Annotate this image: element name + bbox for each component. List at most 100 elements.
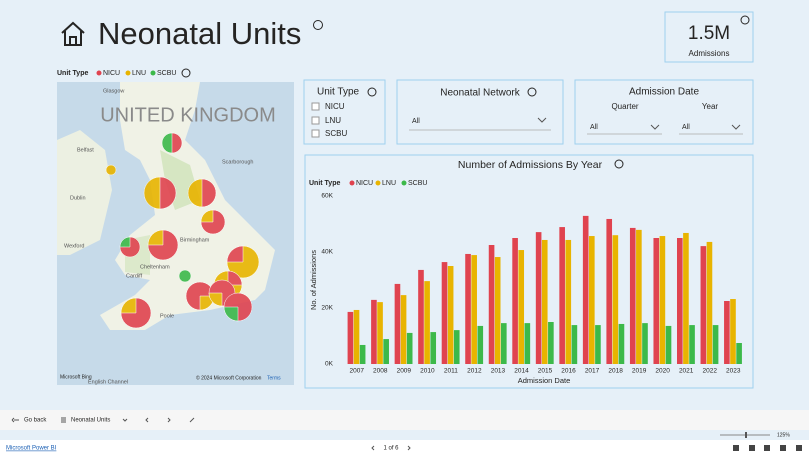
place: Dublin — [70, 195, 86, 201]
pie-slice — [227, 270, 243, 286]
bar — [724, 301, 730, 364]
bar — [700, 246, 707, 364]
legend-label: LNU — [132, 70, 146, 77]
linkedin-icon[interactable] — [764, 445, 770, 451]
bar — [400, 295, 407, 364]
slicer-title: Admission Date — [629, 87, 699, 98]
dropdown-value[interactable]: All — [590, 124, 598, 131]
ireland — [57, 130, 112, 255]
kpi-label: Admissions — [689, 49, 730, 58]
place: Wexford — [64, 243, 84, 249]
brand-link[interactable]: Microsoft Power BI — [6, 446, 57, 452]
chevron — [731, 124, 741, 130]
bar — [524, 323, 531, 364]
pie-slice — [208, 292, 223, 307]
bar — [582, 215, 589, 364]
place: Poole — [160, 313, 174, 319]
slicer — [396, 79, 564, 145]
facebook-icon[interactable] — [733, 445, 739, 451]
dropdown[interactable]: All — [587, 124, 662, 135]
dropdown[interactable]: All — [409, 117, 551, 131]
checkbox[interactable] — [311, 102, 320, 111]
checkbox[interactable] — [311, 116, 320, 125]
slicer-option[interactable]: NICU — [325, 102, 345, 111]
slicer-option[interactable]: SCBU — [325, 129, 347, 138]
bar — [441, 262, 448, 364]
legend-dot — [150, 70, 156, 76]
legend-title: Unit Type — [309, 180, 340, 187]
bar — [377, 302, 383, 364]
chevron — [650, 124, 660, 130]
dropdown-value[interactable]: All — [412, 118, 420, 125]
unit-pies — [105, 132, 260, 329]
x-tick-label: 2019 — [632, 368, 647, 375]
info-icon[interactable] — [367, 87, 377, 97]
bar — [653, 238, 660, 364]
bar — [541, 239, 548, 364]
x-tick-label: 2021 — [679, 368, 694, 375]
legend-label: SCBU — [157, 70, 176, 77]
twitter-icon[interactable] — [749, 445, 755, 451]
email-icon[interactable] — [780, 445, 786, 451]
place: Cardiff — [126, 273, 143, 279]
pie-slice — [119, 236, 131, 248]
x-tick-label: 2016 — [561, 368, 576, 375]
info-icon[interactable] — [740, 15, 750, 25]
bar — [565, 239, 572, 364]
info-icon[interactable] — [313, 20, 323, 30]
bar — [571, 325, 578, 364]
dropdown-value[interactable]: All — [682, 124, 690, 131]
bar — [659, 236, 666, 364]
bar — [447, 266, 454, 364]
back-button[interactable]: Go back — [24, 418, 47, 424]
nav-arrows[interactable] — [145, 417, 171, 423]
place: Scarborough — [222, 159, 254, 165]
legend-title: Unit Type — [57, 70, 88, 77]
info-icon[interactable] — [527, 87, 537, 97]
share-icons[interactable] — [733, 445, 802, 451]
home-icon[interactable] — [61, 21, 85, 46]
toolbar — [0, 410, 809, 430]
slicer — [574, 79, 754, 145]
x-tick-label: 2007 — [350, 368, 365, 375]
pie-slice — [159, 176, 177, 210]
x-tick-label: 2012 — [467, 368, 482, 375]
fullscreen-icon[interactable] — [796, 445, 802, 451]
legend-dot — [125, 70, 131, 76]
slicer-label: Year — [702, 102, 719, 111]
expand-icon[interactable] — [189, 417, 195, 423]
dropdown[interactable]: All — [679, 124, 743, 135]
bar — [612, 235, 619, 364]
map-terms[interactable]: Terms — [267, 375, 281, 381]
info-icon[interactable] — [181, 68, 191, 78]
kpi-value: 1.5M — [688, 23, 730, 44]
legend-dot — [96, 70, 102, 76]
chart-title: Number of Admissions By Year — [458, 159, 603, 171]
x-tick-label: 2011 — [444, 368, 458, 375]
pie[interactable] — [178, 269, 192, 283]
pie[interactable] — [105, 164, 117, 176]
bar — [683, 232, 689, 364]
pie-slice — [226, 245, 244, 263]
slicer-option[interactable]: LNU — [325, 116, 341, 125]
bar — [477, 325, 484, 364]
legend-label: NICU — [103, 70, 120, 77]
y-tick-label: 60K — [321, 193, 333, 200]
bar — [359, 344, 366, 364]
pie-slice — [147, 229, 164, 246]
country-label: UNITED KINGDOM — [100, 104, 276, 126]
page-selector[interactable]: Neonatal Units — [71, 418, 110, 424]
bar — [689, 325, 695, 364]
map[interactable]: UNITED KINGDOM Glasgow Belfast Dublin Sc… — [57, 82, 294, 385]
bar — [347, 311, 354, 364]
back-icon — [11, 417, 19, 423]
x-tick-label: 2010 — [420, 368, 435, 375]
pager: 1 of 6 — [383, 446, 399, 452]
checkbox[interactable] — [311, 129, 320, 138]
info-icon[interactable] — [614, 159, 624, 169]
slicer-title: Unit Type — [317, 87, 359, 98]
zoom-thumb[interactable] — [745, 432, 747, 438]
bar — [736, 343, 742, 364]
pager-arrows[interactable] — [371, 445, 411, 451]
bar — [518, 250, 525, 364]
